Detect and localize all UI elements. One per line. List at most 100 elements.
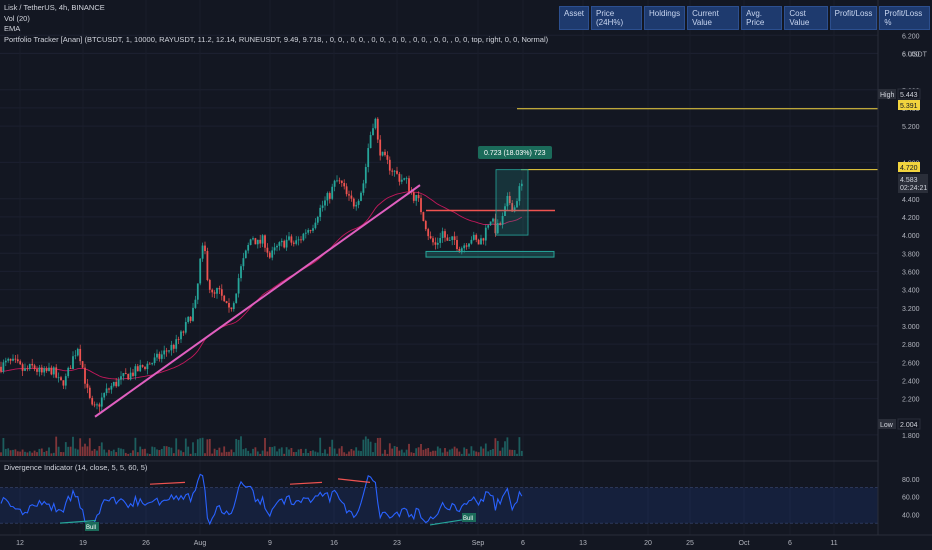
candle-body-196 [470, 239, 473, 244]
volume-bar-38 [91, 450, 94, 456]
volume-bar-74 [177, 449, 180, 456]
price-tick-18: 2.200 [902, 397, 920, 404]
candle-body-186 [446, 237, 449, 241]
volume-bar-84 [201, 437, 204, 456]
volume-bar-101 [242, 449, 245, 456]
volume-bar-103 [247, 450, 250, 456]
volume-bar-57 [136, 452, 139, 456]
price-tick-13: 3.200 [902, 306, 920, 313]
volume-bar-24 [57, 446, 60, 456]
tracker-indicator-label[interactable]: Portfolio Tracker [Anan] (BTCUSDT, 1, 10… [4, 34, 549, 44]
volume-bar-168 [403, 452, 406, 456]
candle-body-75 [180, 331, 182, 340]
volume-bar-190 [456, 448, 458, 456]
time-tick-12: Oct [739, 540, 750, 547]
price-tick-14: 3.000 [902, 324, 920, 331]
volume-bar-181 [434, 450, 437, 456]
candle-body-20 [48, 367, 50, 372]
volume-bar-212 [508, 449, 511, 456]
candle-body-92 [220, 289, 223, 296]
bear-divergence-2 [289, 481, 323, 485]
volume-bar-91 [218, 447, 221, 456]
volume-bar-30 [72, 436, 74, 456]
volume-bar-109 [261, 450, 264, 456]
volume-bar-64 [153, 447, 156, 456]
candle-body-13 [31, 363, 34, 366]
volume-bar-208 [499, 450, 502, 456]
candlestick-series[interactable] [0, 117, 523, 412]
volume-bar-159 [381, 453, 384, 456]
volume-bar-186 [446, 451, 449, 456]
candle-body-174 [417, 195, 420, 199]
candle-body-43 [103, 393, 106, 398]
volume-bar-112 [268, 446, 271, 456]
volume-bar-6 [14, 449, 17, 456]
volume-bar-96 [230, 449, 233, 456]
symbol-title[interactable]: Lisk / TetherUS, 4h, BINANCE [4, 3, 105, 12]
portfolio-tracker-table: Asset Price (24H%) Holdings Current Value Av… [559, 6, 932, 30]
volume-bar-170 [408, 443, 410, 456]
volume-bar-209 [501, 447, 504, 456]
candle-body-138 [331, 186, 334, 199]
volume-bar-149 [357, 450, 360, 456]
candle-body-24 [57, 377, 60, 379]
price-tick-8: 4.200 [902, 215, 920, 222]
candle-body-193 [463, 245, 466, 249]
candle-body-157 [376, 118, 379, 140]
time-axis[interactable]: 12 19 26 Aug 9 16 23 Sep 6 13 20 25 Oct 6 11 [16, 540, 838, 547]
volume-bar-175 [420, 443, 422, 456]
vol-indicator-label[interactable]: Vol (20) [4, 13, 30, 23]
volume-bar-202 [484, 443, 487, 456]
volume-bar-158 [379, 437, 382, 456]
candle-body-21 [50, 367, 53, 375]
volume-bar-39 [93, 449, 96, 456]
trendline [94, 184, 421, 418]
volume-bar-179 [429, 451, 432, 456]
candle-body-46 [110, 385, 113, 390]
volume-bar-210 [504, 441, 506, 456]
volume-bar-164 [393, 446, 396, 456]
candle-body-169 [405, 178, 408, 180]
candle-body-165 [396, 170, 398, 174]
candle-body-96 [230, 307, 233, 310]
volume-bar-196 [470, 446, 473, 456]
candle-body-56 [134, 366, 137, 376]
tracker-header-4: Avg. Price [741, 6, 783, 30]
volume-bar-144 [345, 453, 348, 456]
volume-bar-93 [223, 446, 226, 456]
candle-body-89 [213, 292, 216, 294]
price-tick-12: 3.400 [902, 288, 920, 295]
bull-divergence-1 [59, 519, 97, 524]
volume-bar-77 [184, 438, 187, 456]
volume-bar-152 [364, 436, 367, 456]
volume-bar-184 [441, 452, 444, 456]
candle-body-181 [434, 242, 437, 245]
price-tick-15: 2.800 [902, 342, 920, 349]
candle-body-129 [309, 230, 312, 231]
volume-bar-117 [280, 447, 283, 456]
candle-body-175 [420, 198, 422, 213]
divergence-indicator-label[interactable]: Divergence Indicator (14, close, 5, 5, 6… [4, 463, 148, 472]
candle-body-29 [69, 367, 72, 370]
volume-bar-79 [189, 453, 192, 456]
candle-body-146 [350, 195, 353, 199]
volume-bar-34 [81, 446, 84, 456]
volume-bar-145 [348, 451, 350, 456]
candle-body-133 [319, 207, 322, 217]
drawing-annotations[interactable] [94, 108, 878, 418]
ema-indicator-label[interactable]: EMA [4, 24, 21, 34]
candle-body-154 [369, 135, 372, 149]
volume-bar-8 [19, 451, 22, 456]
candle-body-61 [146, 363, 149, 370]
level-value: 5.391 [900, 103, 918, 110]
volume-bar-136 [326, 453, 329, 456]
volume-bar-29 [69, 446, 72, 456]
volume-bar-51 [122, 449, 125, 456]
volume-bar-192 [460, 453, 463, 456]
volume-bar-19 [45, 450, 48, 456]
volume-bar-72 [172, 453, 175, 456]
candle-body-148 [355, 204, 358, 207]
candle-body-161 [386, 155, 389, 160]
candle-body-106 [254, 238, 257, 245]
